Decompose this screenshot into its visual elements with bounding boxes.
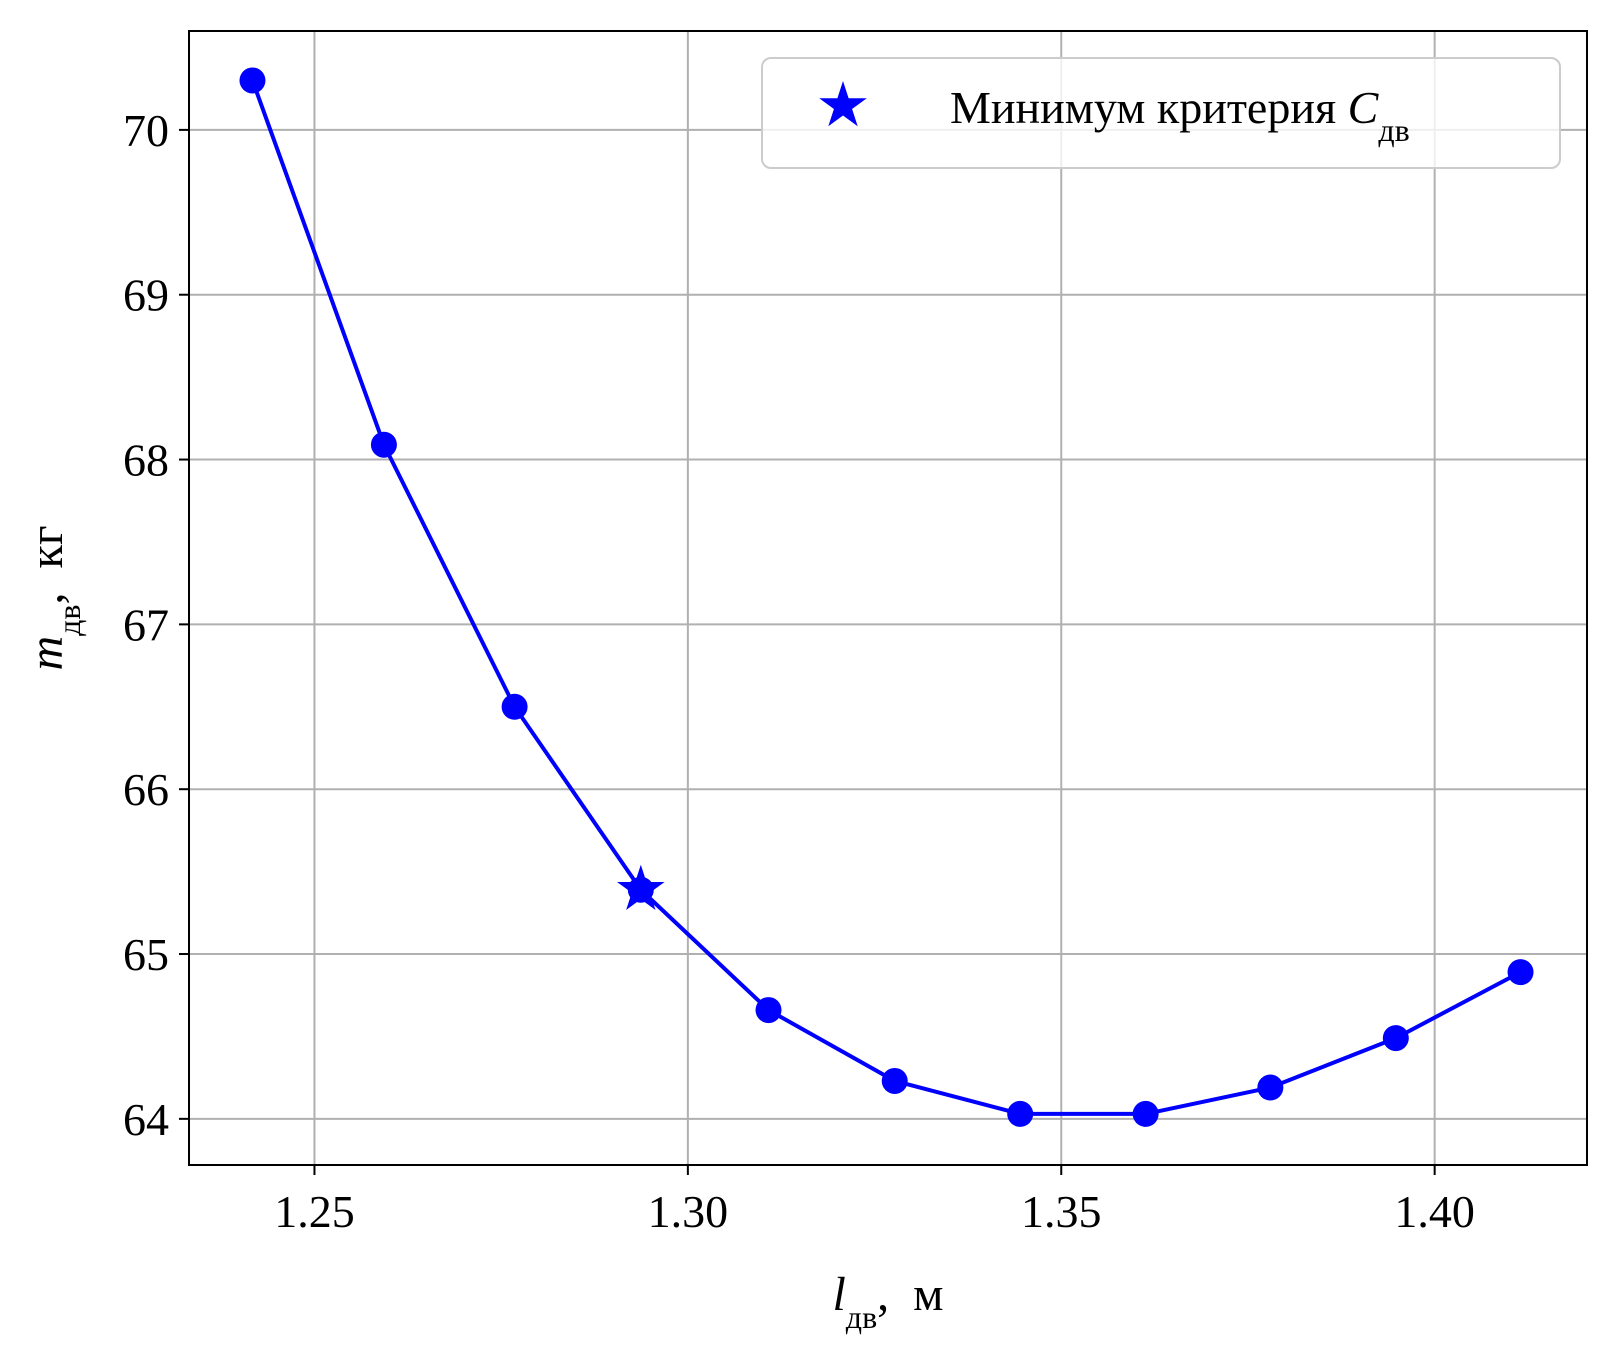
data-point [501, 693, 528, 720]
x-axis-label: lдв, м [832, 1268, 943, 1335]
legend-box [761, 57, 1561, 169]
y-tick-label: 67 [123, 599, 169, 650]
data-point [1007, 1100, 1034, 1127]
x-tick-label: 1.35 [1021, 1186, 1102, 1237]
legend-label-symbol: C [1348, 82, 1380, 133]
data-point [239, 67, 266, 94]
y-axis-symbol: m [20, 636, 73, 671]
legend-label-subscript: дв [1378, 112, 1409, 148]
data-point [1507, 959, 1534, 986]
y-tick-label: 69 [123, 270, 169, 321]
ticks: 1.25 1.30 1.35 1.40 64 65 66 67 68 69 70 [123, 105, 1475, 1237]
x-tick-label: 1.30 [648, 1186, 729, 1237]
y-tick-label: 64 [123, 1094, 169, 1145]
data-point [1132, 1100, 1159, 1127]
legend-label: Минимум критерия Cдв [950, 82, 1410, 148]
data-point [1382, 1025, 1409, 1052]
x-axis-unit: , м [877, 1268, 943, 1321]
data-point [370, 431, 397, 458]
legend-label-text: Минимум критерия [950, 82, 1348, 133]
data-point [881, 1067, 908, 1094]
series-layer [239, 67, 1534, 1127]
minimum-star-marker [617, 864, 665, 910]
legend-star-marker [819, 81, 867, 127]
y-tick-label: 65 [123, 929, 169, 980]
x-tick-label: 1.40 [1394, 1186, 1475, 1237]
x-axis-symbol: l [832, 1268, 845, 1321]
y-axis-subscript: дв [51, 604, 87, 635]
data-point [1257, 1074, 1284, 1101]
x-tick-label: 1.25 [274, 1186, 355, 1237]
data-point [755, 997, 782, 1024]
x-axis-subscript: дв [846, 1299, 877, 1335]
y-axis-unit: , кг [20, 525, 73, 604]
plot-frame [188, 30, 1588, 1166]
y-tick-label: 66 [123, 764, 169, 815]
legend: Минимум критерия Cдв [761, 57, 1561, 169]
y-tick-label: 68 [123, 435, 169, 486]
y-tick-label: 70 [123, 105, 169, 156]
grid [189, 31, 1587, 1165]
y-axis-label: mдв, кг [20, 525, 87, 670]
